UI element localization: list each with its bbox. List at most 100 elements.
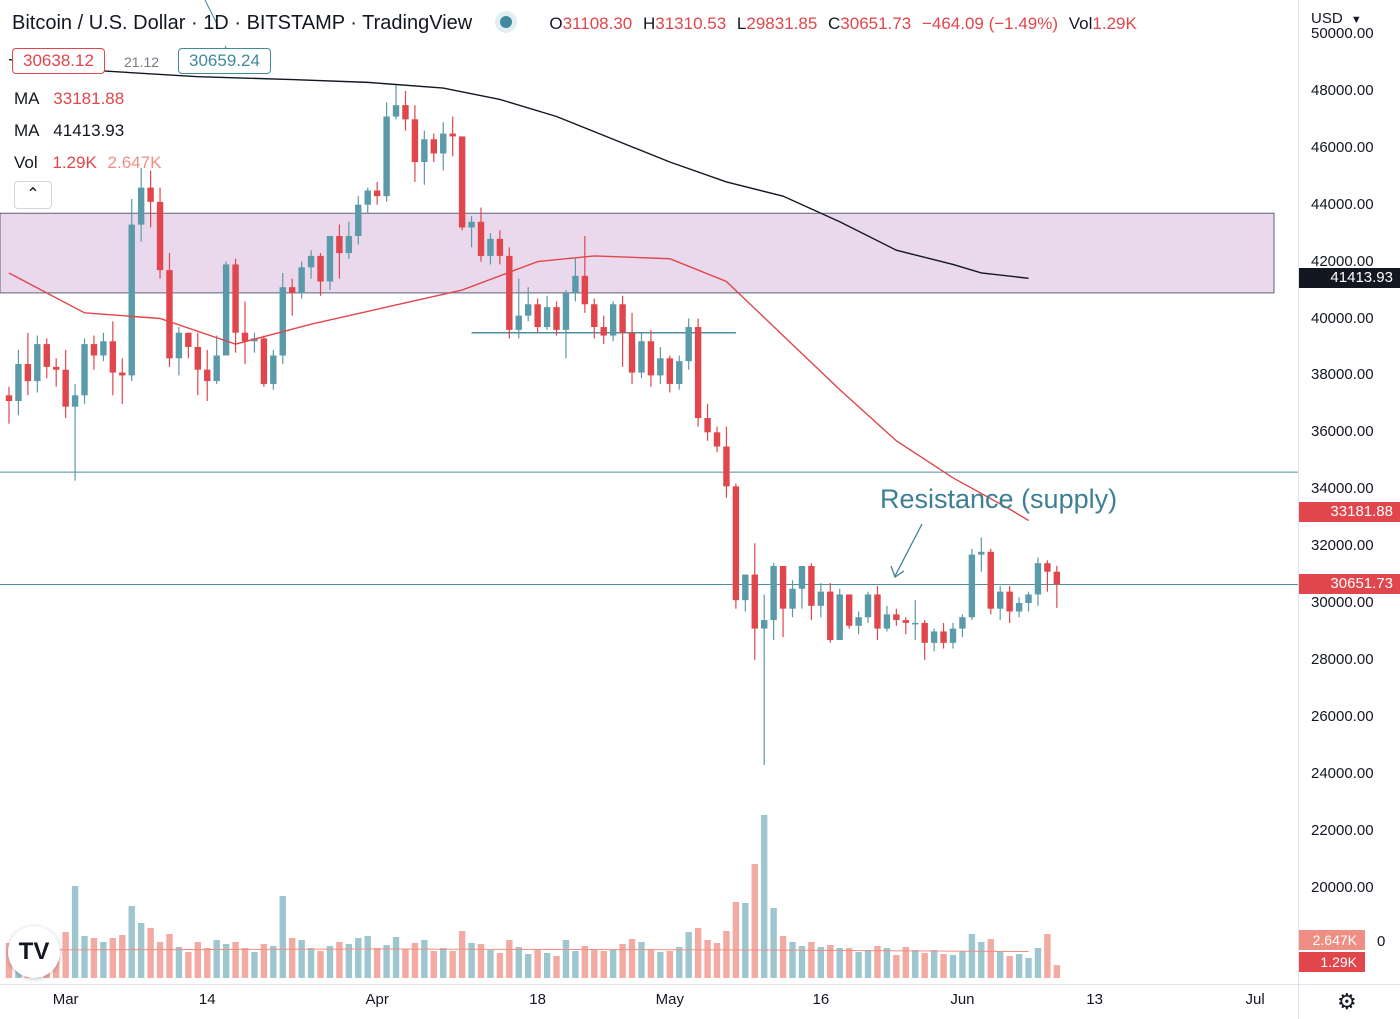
volume-bar	[543, 953, 551, 978]
volume-bar	[940, 954, 947, 978]
drawing-line	[204, 0, 219, 27]
tradingview-logo-icon[interactable]: TV	[8, 926, 60, 978]
price-tick: 28000.00	[1311, 650, 1374, 668]
candle-body	[137, 187, 145, 225]
volume-bar	[930, 950, 938, 978]
volume-bar	[289, 938, 296, 978]
volume-bar	[845, 948, 853, 978]
annotation-arrow	[894, 523, 923, 577]
candle-body	[817, 591, 825, 606]
candle-body	[156, 201, 164, 271]
volume-bar	[902, 947, 909, 978]
volume-bar	[921, 953, 928, 978]
price-tick: 20000.00	[1311, 878, 1374, 896]
candle-body	[411, 119, 419, 163]
open-value: 31108.30	[562, 14, 633, 33]
candle-body	[232, 264, 239, 333]
volume-bar	[713, 943, 721, 978]
ohlc-values: O31108.30 H31310.53 L29831.85 C30651.73 …	[549, 14, 1137, 33]
candle-body	[543, 307, 551, 328]
candle-body	[194, 346, 201, 370]
close-label: C	[828, 14, 841, 33]
volume-bar	[968, 934, 976, 978]
annotation-arrowhead	[890, 565, 905, 578]
candle-body	[496, 238, 504, 256]
volume-bar	[591, 949, 598, 978]
candle-body	[402, 105, 409, 120]
time-scale[interactable]: Mar 14 Apr 18 May 16 Jun 13 Jul	[0, 984, 1298, 1019]
volume-bar	[373, 948, 381, 978]
volume-bar	[553, 956, 560, 978]
candle-body	[930, 631, 938, 643]
volume-bar	[449, 951, 456, 978]
volume-bar	[364, 936, 371, 978]
candle-body	[260, 338, 268, 384]
candle-body	[864, 594, 872, 618]
price-tick: 22000.00	[1311, 821, 1374, 839]
candle-body	[100, 341, 107, 356]
price-tick: 32000.00	[1311, 537, 1374, 555]
candle-body	[987, 551, 994, 609]
currency-selector[interactable]: USD ▼	[1311, 10, 1362, 27]
scale-tag-last-price: 30651.73	[1299, 574, 1400, 595]
candle-body	[185, 332, 192, 347]
ma-short-line	[8, 255, 1029, 522]
candle-body	[1015, 603, 1023, 612]
candle-body	[704, 418, 711, 433]
chevron-up-icon[interactable]: ⌃	[14, 181, 52, 209]
ma-indicator-long[interactable]: MA 41413.93	[14, 121, 124, 141]
price-tick: 30000.00	[1311, 594, 1374, 611]
candlestick-chart[interactable]	[0, 0, 1298, 984]
candle-body	[34, 344, 41, 382]
volume-bar	[62, 932, 69, 978]
candle-body	[119, 372, 126, 376]
candle-body	[609, 304, 617, 336]
ma-indicator-short[interactable]: MA 33181.88	[14, 89, 124, 109]
volume-bar	[817, 947, 825, 978]
chart-pane[interactable]: Bitcoin / U.S. Dollar · 1D · BITSTAMP · …	[0, 0, 1298, 984]
volume-bar	[496, 953, 504, 978]
price-scale[interactable]: USD ▼ 50000.00 48000.00 46000.00 44000.00 42…	[1298, 0, 1400, 1018]
low-label: L	[736, 14, 747, 33]
candle-body	[997, 591, 1004, 609]
price-tick: 40000.00	[1311, 309, 1374, 327]
volume-bar	[534, 950, 541, 978]
candle-body	[619, 304, 626, 333]
annotation-text[interactable]: Resistance (supply)	[880, 484, 1118, 514]
volume-bar	[525, 954, 532, 978]
symbol-name[interactable]: Bitcoin / U.S. Dollar	[12, 12, 186, 34]
candle-body	[751, 574, 758, 629]
volume-bar	[326, 946, 334, 978]
scale-tag-volume: 1.29K	[1299, 952, 1365, 972]
volume-tick: 0	[1377, 933, 1386, 950]
volume-indicator[interactable]: Vol 1.29K 2.647K	[14, 153, 161, 173]
volume-bar	[317, 951, 324, 978]
exchange: BITSTAMP	[246, 12, 345, 34]
candle-body	[289, 287, 296, 293]
candle-body	[874, 594, 881, 629]
candle-body	[213, 355, 220, 382]
volume-bar	[657, 952, 664, 978]
volume-bar	[694, 928, 702, 978]
price-tick: 48000.00	[1311, 81, 1374, 99]
candle-body	[241, 332, 249, 342]
sell-button[interactable]: 30638.12	[12, 48, 105, 74]
scale-tag-ma-short: 33181.88	[1299, 502, 1400, 523]
time-tick: Jun	[950, 991, 975, 1008]
candle-body	[147, 187, 154, 202]
symbol-legend: Bitcoin / U.S. Dollar · 1D · BITSTAMP · …	[12, 12, 1137, 35]
candle-body	[534, 304, 541, 328]
gear-icon[interactable]: ⚙	[1337, 989, 1357, 1014]
time-tick: Jul	[1245, 991, 1265, 1008]
volume-bar	[128, 906, 135, 978]
scale-tag-volume-ma: 2.647K	[1299, 930, 1365, 950]
candle-body	[345, 235, 353, 254]
price-tick: 44000.00	[1311, 195, 1374, 213]
buy-button[interactable]: 30659.24	[178, 48, 271, 74]
candle-body	[430, 139, 437, 154]
close-value: 30651.73	[840, 14, 912, 33]
interval[interactable]: 1D	[203, 12, 229, 34]
candle-body	[591, 304, 598, 328]
volume-bar	[392, 937, 400, 978]
volume-bar	[100, 942, 107, 978]
